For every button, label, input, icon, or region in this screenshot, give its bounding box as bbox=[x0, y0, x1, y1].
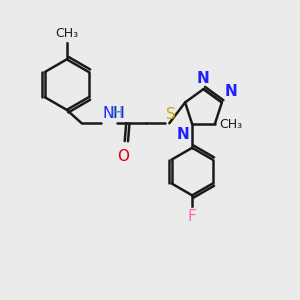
Text: N: N bbox=[197, 70, 210, 86]
Text: H: H bbox=[112, 106, 124, 121]
Text: CH₃: CH₃ bbox=[55, 27, 78, 40]
Text: O: O bbox=[117, 148, 129, 164]
Text: S: S bbox=[166, 107, 176, 122]
Text: N: N bbox=[176, 127, 189, 142]
Text: N: N bbox=[225, 84, 238, 99]
Text: NH: NH bbox=[102, 106, 125, 121]
Text: F: F bbox=[188, 209, 197, 224]
Text: CH₃: CH₃ bbox=[219, 118, 242, 130]
